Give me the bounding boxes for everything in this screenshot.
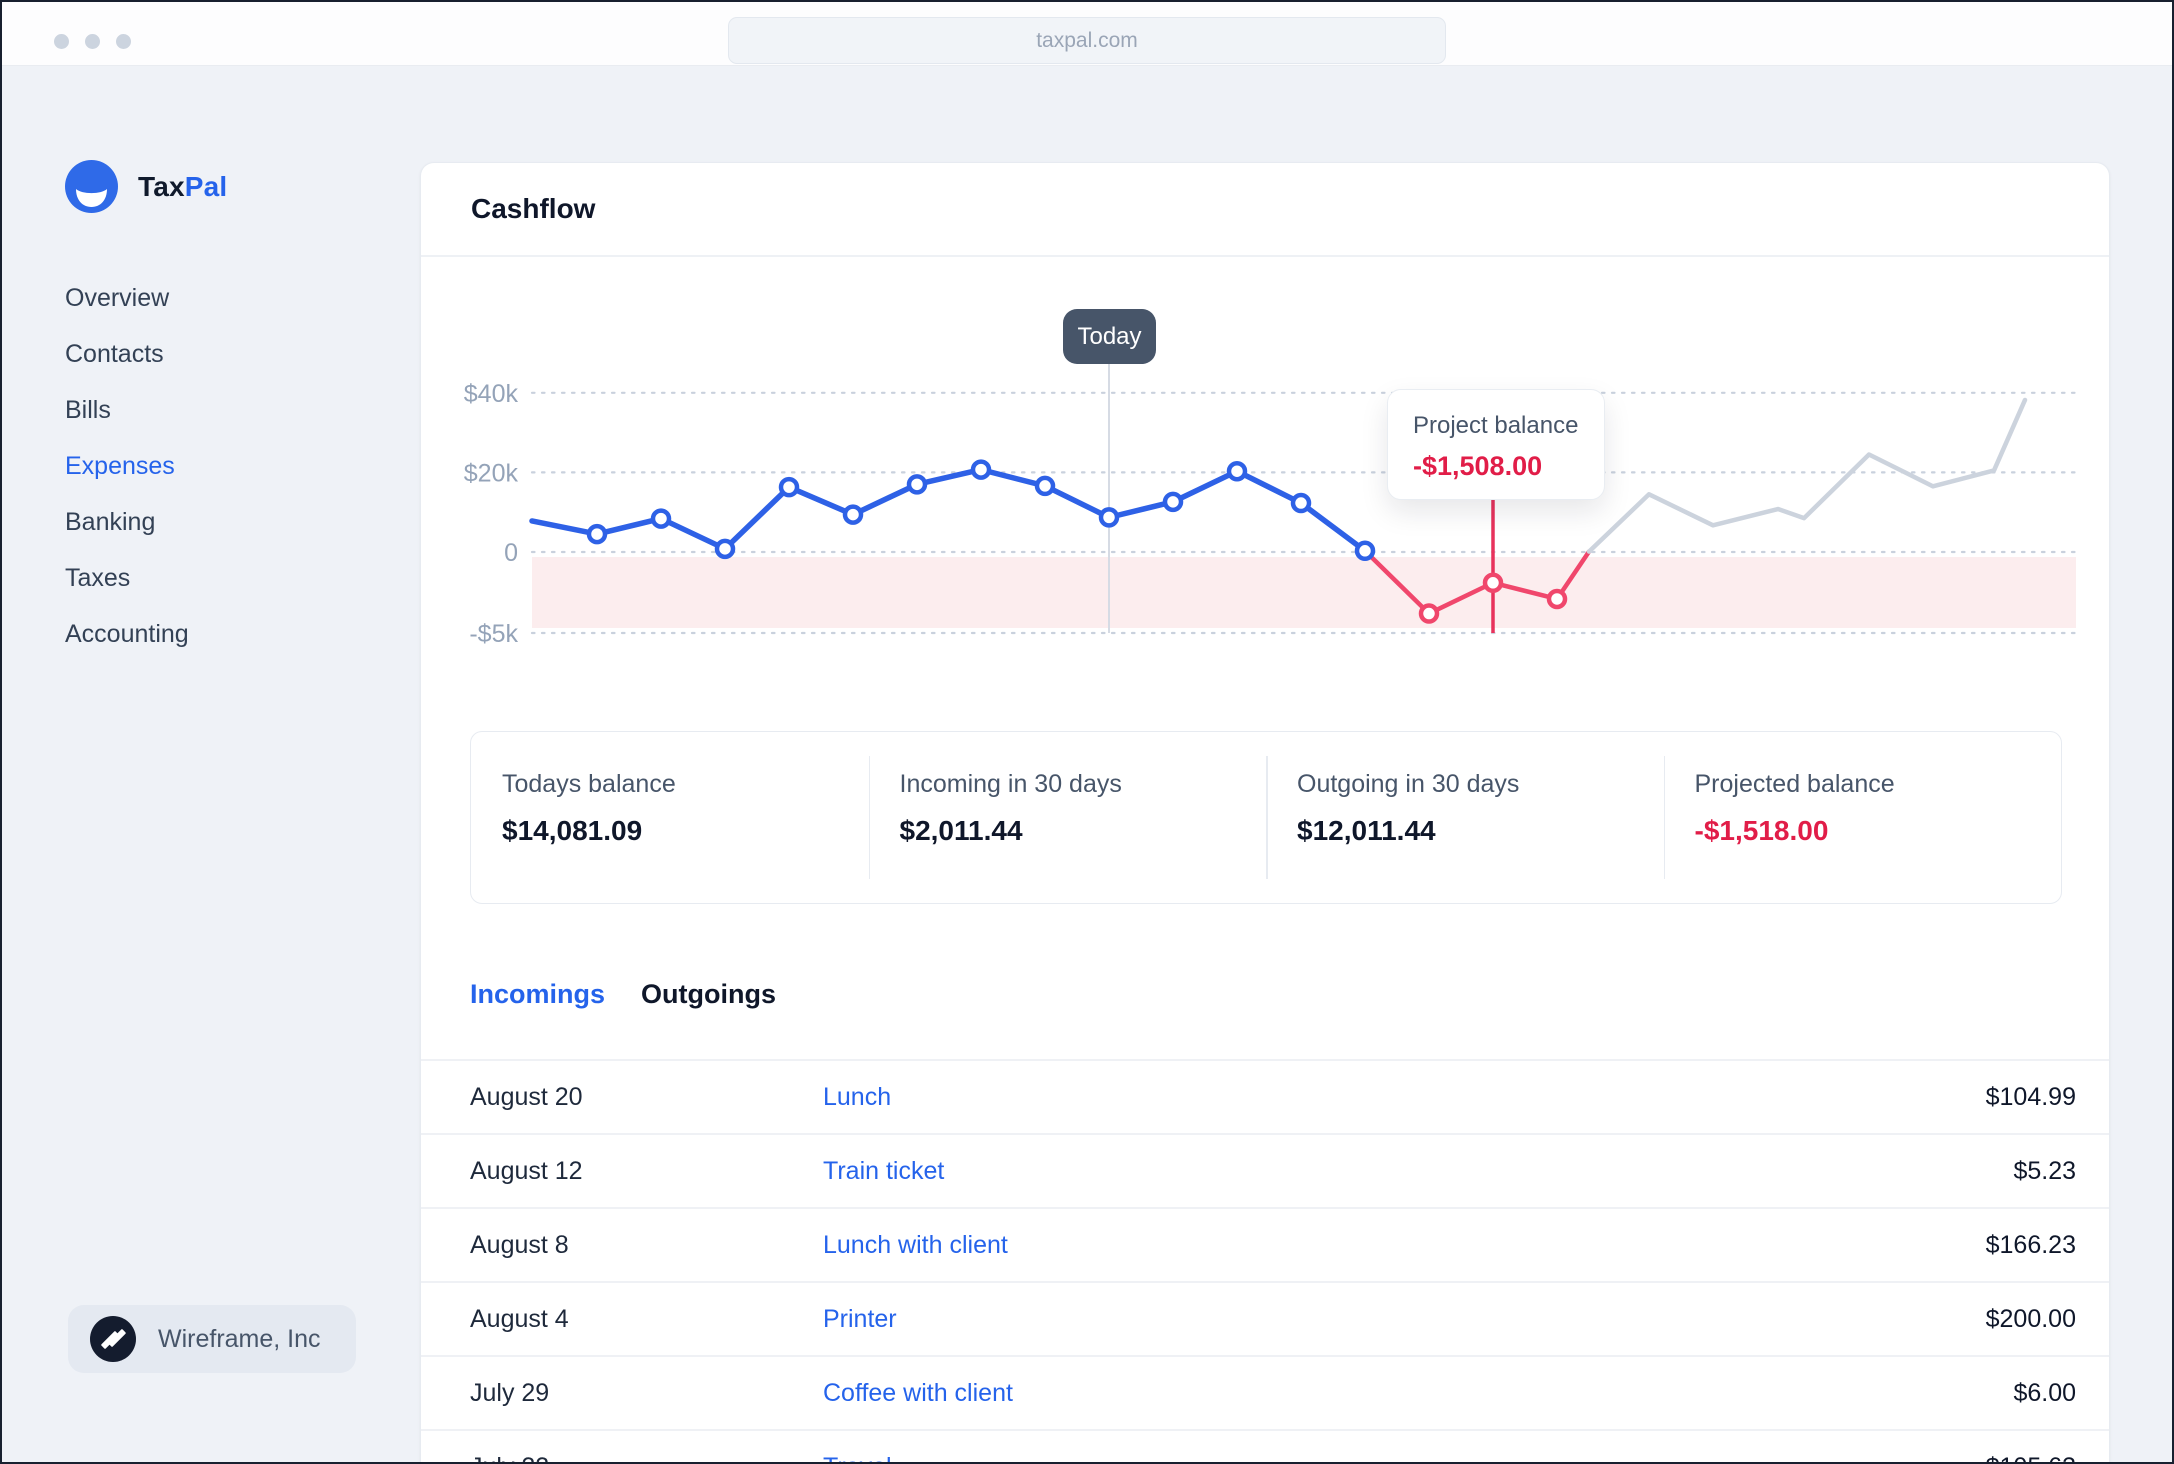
transaction-link[interactable]: Printer bbox=[823, 1304, 897, 1333]
stat-outgoing-in-30-days: Outgoing in 30 days $12,011.44 bbox=[1266, 732, 1664, 903]
data-point-marker bbox=[1098, 507, 1120, 528]
data-point-marker bbox=[1354, 540, 1376, 562]
sidebar-nav: Overview Contacts Bills Expenses Banking Taxe… bbox=[65, 270, 189, 662]
taxpal-logo-icon bbox=[65, 160, 118, 213]
wireframe-logo-icon bbox=[90, 1316, 136, 1362]
sidebar-item-overview[interactable]: Overview bbox=[65, 283, 170, 312]
y-axis-tick: -$5k bbox=[469, 620, 518, 648]
transaction-date: July 22 bbox=[470, 1453, 823, 1464]
data-point-marker bbox=[906, 474, 928, 495]
cashflow-chart: $40k $20k 0 -$5k Today Project balance -$1,… bbox=[421, 257, 2109, 701]
url-bar[interactable]: taxpal.com bbox=[728, 17, 1446, 64]
today-tooltip: Today bbox=[1063, 309, 1156, 364]
sidebar: TaxPal Overview Contacts Bills Expenses Bank… bbox=[0, 66, 420, 1464]
stat-todays-balance: Todays balance $14,081.09 bbox=[471, 732, 869, 903]
sidebar-item-expenses[interactable]: Expenses bbox=[65, 451, 175, 480]
transaction-amount: $105.63 bbox=[1986, 1453, 2076, 1464]
transaction-amount: $166.23 bbox=[1985, 1230, 2076, 1259]
sidebar-item-taxes[interactable]: Taxes bbox=[65, 563, 131, 592]
data-point-marker bbox=[1546, 588, 1568, 610]
transaction-link[interactable]: Coffee with client bbox=[823, 1378, 1013, 1407]
transaction-link[interactable]: Train ticket bbox=[823, 1156, 945, 1185]
stat-projected-balance: Projected balance -$1,518.00 bbox=[1663, 732, 2062, 903]
cashflow-card: Cashflow $40k $20k 0 -$5k Today Project bal… bbox=[420, 162, 2110, 1464]
transaction-link[interactable]: Lunch bbox=[823, 1082, 892, 1111]
stat-value: $12,011.44 bbox=[1297, 815, 1436, 846]
stat-label: Incoming in 30 days bbox=[899, 770, 1122, 798]
transaction-link[interactable]: Travel bbox=[823, 1453, 1986, 1464]
transaction-row: August 20 Lunch $104.99 bbox=[421, 1059, 2109, 1133]
tab-outgoings[interactable]: Outgoings bbox=[641, 979, 776, 1009]
stat-label: Outgoing in 30 days bbox=[1297, 770, 1520, 798]
data-point-marker bbox=[1418, 603, 1440, 624]
data-point-marker bbox=[1482, 572, 1504, 594]
window-dot-icon[interactable] bbox=[85, 34, 100, 49]
sidebar-item-bills[interactable]: Bills bbox=[65, 395, 111, 424]
transaction-row: July 29 Coffee with client $6.00 bbox=[421, 1355, 2109, 1429]
data-point-marker bbox=[650, 508, 672, 529]
transactions-table: August 20 Lunch $104.99 August 12 Train tick… bbox=[421, 1059, 2109, 1464]
card-header: Cashflow bbox=[421, 163, 2109, 257]
transaction-link[interactable]: Lunch with client bbox=[823, 1230, 1008, 1259]
data-point-marker bbox=[1290, 492, 1312, 514]
stats-row: Todays balance $14,081.09 Incoming in 30 d… bbox=[470, 731, 2062, 904]
transaction-date: August 20 bbox=[470, 1082, 583, 1111]
transaction-row: August 4 Printer $200.00 bbox=[421, 1281, 2109, 1355]
app-root: TaxPal Overview Contacts Bills Expenses Bank… bbox=[0, 66, 2174, 1464]
data-point-marker bbox=[842, 504, 864, 525]
page-title: Cashflow bbox=[471, 193, 596, 224]
url-text: taxpal.com bbox=[1036, 28, 1138, 52]
data-point-marker bbox=[1034, 475, 1056, 497]
stat-label: Todays balance bbox=[502, 770, 676, 798]
transaction-amount: $200.00 bbox=[1985, 1304, 2076, 1333]
transaction-amount: $6.00 bbox=[2013, 1378, 2076, 1407]
browser-chrome: taxpal.com bbox=[0, 0, 2174, 66]
data-point-marker bbox=[1226, 460, 1248, 482]
tab-incomings[interactable]: Incomings bbox=[470, 979, 606, 1009]
window-dots-icon[interactable] bbox=[54, 34, 131, 49]
data-point-marker bbox=[586, 523, 608, 545]
sidebar-item-banking[interactable]: Banking bbox=[65, 507, 156, 536]
stat-value: $14,081.09 bbox=[502, 815, 643, 846]
transaction-row: August 8 Lunch with client $166.23 bbox=[421, 1207, 2109, 1281]
sidebar-item-contacts[interactable]: Contacts bbox=[65, 339, 164, 368]
stat-label: Projected balance bbox=[1694, 770, 1895, 798]
cashflow-chart-svg: $40k $20k 0 -$5k bbox=[464, 363, 2078, 648]
transaction-date: August 12 bbox=[470, 1156, 583, 1185]
y-axis-tick: $20k bbox=[464, 459, 519, 487]
transaction-date: July 29 bbox=[470, 1378, 550, 1407]
data-point-marker bbox=[778, 476, 800, 498]
stat-incoming-in-30-days: Incoming in 30 days $2,011.44 bbox=[868, 732, 1267, 903]
transactions-tabs: Incomings Outgoings bbox=[470, 979, 776, 1010]
project-balance-tooltip: Project balance -$1,508.00 bbox=[1387, 389, 1605, 500]
data-point-marker bbox=[714, 538, 736, 560]
transaction-amount: $5.23 bbox=[2013, 1156, 2076, 1185]
stat-value: $2,011.44 bbox=[899, 815, 1023, 846]
window-dot-icon[interactable] bbox=[54, 34, 69, 49]
transaction-date: August 4 bbox=[470, 1304, 569, 1333]
logo[interactable]: TaxPal bbox=[65, 160, 227, 213]
project-balance-value: -$1,508.00 bbox=[1413, 451, 1543, 481]
stat-value: -$1,518.00 bbox=[1694, 815, 1829, 846]
sidebar-item-accounting[interactable]: Accounting bbox=[65, 619, 189, 648]
y-axis-tick: 0 bbox=[504, 539, 518, 567]
data-point-marker bbox=[970, 459, 992, 480]
transaction-row: July 22Travel$105.63 bbox=[421, 1429, 2109, 1464]
series-balance-history bbox=[529, 466, 1368, 554]
company-name: Wireframe, Inc bbox=[158, 1324, 321, 1353]
logo-text: TaxPal bbox=[138, 170, 228, 202]
negative-band bbox=[532, 557, 2076, 628]
transaction-row: August 12 Train ticket $5.23 bbox=[421, 1133, 2109, 1207]
transaction-date: August 8 bbox=[470, 1230, 569, 1259]
project-balance-label: Project balance bbox=[1413, 412, 1579, 439]
company-badge[interactable]: Wireframe, Inc bbox=[68, 1305, 356, 1373]
data-point-marker bbox=[1162, 491, 1184, 513]
window-dot-icon[interactable] bbox=[116, 34, 131, 49]
y-axis-tick: $40k bbox=[464, 380, 519, 408]
series-balance-projection bbox=[1586, 397, 2028, 554]
transaction-amount: $104.99 bbox=[1985, 1082, 2076, 1111]
